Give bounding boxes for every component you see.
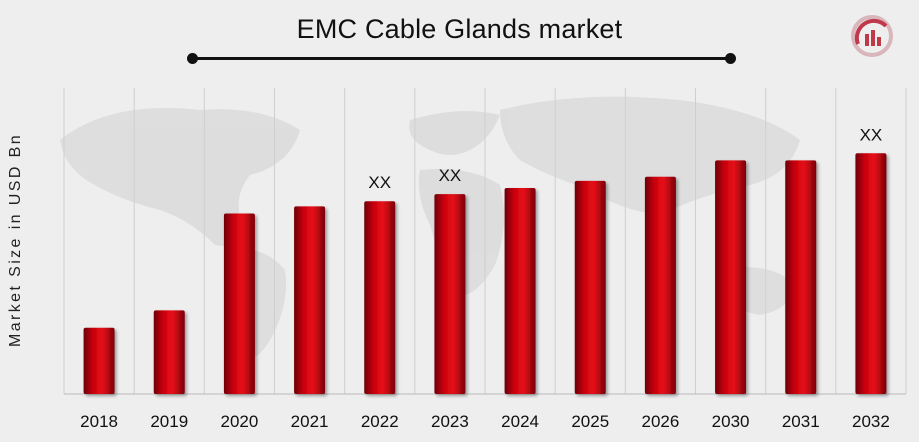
bar-2021 xyxy=(294,206,326,394)
x-tick-label: 2025 xyxy=(571,412,609,431)
brand-logo-icon xyxy=(851,15,893,57)
bar-2024 xyxy=(504,187,536,394)
title-underline-left-dot xyxy=(187,53,198,64)
x-tick-label: 2024 xyxy=(501,412,539,431)
x-tick-label: 2031 xyxy=(782,412,820,431)
bar-2032 xyxy=(855,153,887,394)
bar-2030 xyxy=(715,160,747,394)
bar-2023 xyxy=(434,194,466,394)
bar-2026 xyxy=(644,176,676,394)
bar-2018 xyxy=(83,327,115,394)
data-label: XX xyxy=(439,166,462,185)
title-underline-right-dot xyxy=(725,53,736,64)
x-tick-label: 2023 xyxy=(431,412,469,431)
data-label: XX xyxy=(368,173,391,192)
bar-2019 xyxy=(153,310,185,394)
title-underline xyxy=(192,57,731,60)
bar-2031 xyxy=(785,160,817,394)
data-label: XX xyxy=(860,125,883,144)
x-tick-label: 2032 xyxy=(852,412,890,431)
world-map-watermark xyxy=(60,96,800,358)
x-tick-label: 2019 xyxy=(150,412,188,431)
bar-2020 xyxy=(223,213,255,394)
x-tick-label: 2026 xyxy=(642,412,680,431)
x-tick-label: 2021 xyxy=(291,412,329,431)
x-tick-label: 2020 xyxy=(221,412,259,431)
bar-2025 xyxy=(574,180,606,394)
x-tick-label: 2022 xyxy=(361,412,399,431)
x-tick-label: 2030 xyxy=(712,412,750,431)
chart-title: EMC Cable Glands market xyxy=(296,14,623,44)
x-tick-label: 2018 xyxy=(80,412,118,431)
bar-2022 xyxy=(364,201,396,394)
